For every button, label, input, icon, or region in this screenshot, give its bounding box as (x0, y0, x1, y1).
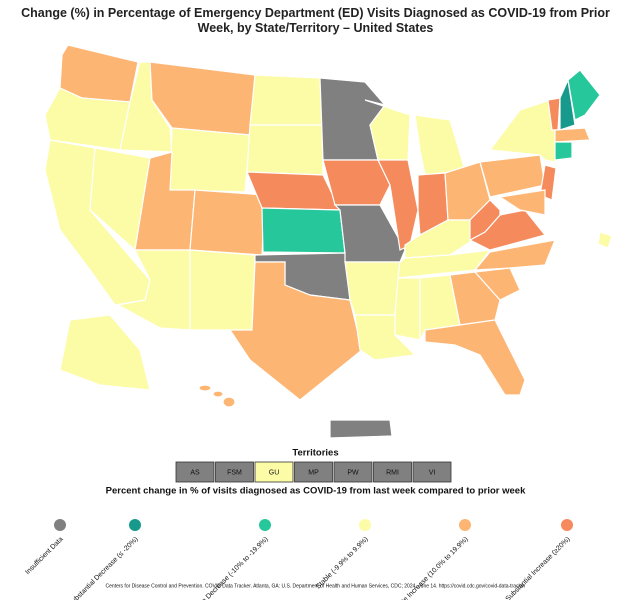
legend-swatch (129, 519, 141, 531)
state-region (222, 396, 236, 408)
legend-label: Substantial Decrease (≤ -20%) (67, 536, 139, 600)
territory-box (333, 461, 373, 483)
territory-label: VI (429, 469, 436, 476)
state-region (597, 231, 613, 249)
state-region (449, 271, 501, 326)
legend-swatch (54, 519, 66, 531)
state-region (554, 141, 573, 161)
legend-label: Insufficient Data (24, 536, 64, 576)
state-region (169, 127, 251, 193)
state-region (246, 171, 341, 211)
territories-heading: Territories (292, 448, 338, 459)
state-region (488, 99, 559, 163)
territory-label: AS (190, 469, 200, 476)
territory-label: RMI (386, 469, 399, 476)
footer: Centers for Disease Control and Preventi… (106, 583, 526, 589)
title: Change (%) in Percentage of Emergency De… (21, 6, 610, 35)
legend-swatch (259, 519, 271, 531)
territory-label: FSM (227, 469, 242, 476)
state-region (479, 154, 546, 198)
state-region (469, 199, 501, 241)
state-region (473, 239, 556, 271)
territory-box (254, 461, 294, 483)
state-region (198, 384, 212, 392)
state-region (329, 419, 393, 439)
territory-box (373, 461, 412, 483)
legend-swatch (359, 519, 371, 531)
state-region (59, 314, 151, 391)
territory-label: MP (308, 469, 319, 476)
territory-box (294, 461, 333, 483)
legend-swatch (459, 519, 471, 531)
legend-label: Moderate Decrease (-10% to -19.9%) (183, 536, 270, 600)
legend-label: Moderate Increase (10.0% to 19.9%) (384, 536, 470, 600)
state-region (212, 390, 224, 398)
state-region (189, 249, 256, 331)
territory-box (215, 461, 254, 483)
legend-swatch (561, 519, 573, 531)
territory-label: PW (347, 469, 359, 476)
state-region (498, 189, 546, 216)
state-region (473, 267, 521, 301)
territory-box (175, 461, 215, 483)
state-region (344, 261, 401, 316)
legend-label: Stable (-9.9% to 9.9%) (315, 536, 370, 591)
state-region (414, 114, 466, 176)
state-region (567, 69, 601, 121)
state-region (424, 319, 526, 396)
state-region (189, 189, 266, 256)
legend-title: Percent change in % of visits diagnosed … (106, 486, 526, 497)
territory-box (412, 461, 452, 483)
legend-label: Substantial Increase (≥20%) (505, 536, 572, 600)
state-region (261, 207, 346, 254)
state-region (559, 77, 576, 131)
state-region (249, 74, 323, 126)
us-map (44, 44, 613, 439)
state-region (246, 124, 324, 176)
state-region (394, 277, 421, 341)
territory-label: GU (269, 469, 280, 476)
state-region (322, 159, 391, 206)
state-region (554, 127, 591, 143)
